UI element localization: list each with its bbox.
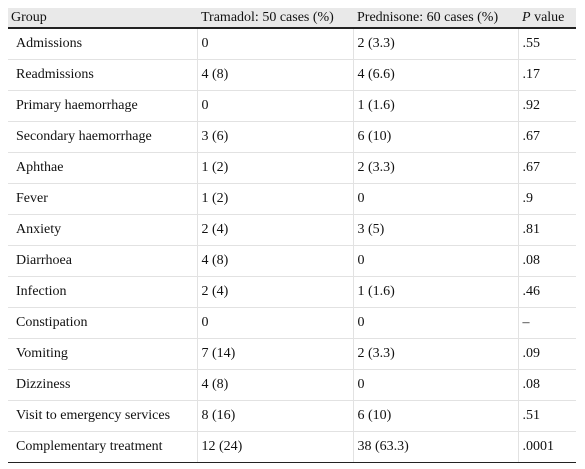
cell-tramadol: 1 (2) xyxy=(197,152,354,184)
cell-p-value: .08 xyxy=(518,245,576,277)
cell-prednisone: 4 (6.6) xyxy=(353,59,519,91)
cell-prednisone: 0 xyxy=(353,245,519,277)
cell-tramadol: 4 (8) xyxy=(197,59,354,91)
header-p-suffix: value xyxy=(530,9,565,25)
cell-p-value: .81 xyxy=(518,214,576,246)
table-row: Aphthae 1 (2) 2 (3.3) .67 xyxy=(8,152,576,184)
header-group: Group xyxy=(8,8,197,29)
cell-prednisone: 0 xyxy=(353,183,519,215)
cell-tramadol: 7 (14) xyxy=(197,338,354,370)
cell-group: Readmissions xyxy=(8,59,198,91)
table-row: Readmissions 4 (8) 4 (6.6) .17 xyxy=(8,59,576,91)
cell-group: Secondary haemorrhage xyxy=(8,121,198,153)
cell-prednisone: 1 (1.6) xyxy=(353,90,519,122)
cell-group: Admissions xyxy=(8,28,198,60)
cell-tramadol: 4 (8) xyxy=(197,369,354,401)
cell-group: Diarrhoea xyxy=(8,245,198,277)
cell-tramadol: 2 (4) xyxy=(197,276,354,308)
complications-table: Group Tramadol: 50 cases (%) Prednisone:… xyxy=(8,8,576,463)
table-row: Diarrhoea 4 (8) 0.08 xyxy=(8,245,576,277)
table-row: Secondary haemorrhage 3 (6) 6 (10) .67 xyxy=(8,121,576,153)
cell-p-value: .17 xyxy=(518,59,576,91)
table-header: Group Tramadol: 50 cases (%) Prednisone:… xyxy=(8,8,576,29)
cell-p-value: .9 xyxy=(518,183,576,215)
cell-p-value: .08 xyxy=(518,369,576,401)
table-row: Anxiety 2 (4) 3 (5) .81 xyxy=(8,214,576,246)
cell-p-value: .67 xyxy=(518,121,576,153)
cell-p-value: .51 xyxy=(518,400,576,432)
table-row: Admissions 0 2 (3.3) .55 xyxy=(8,28,576,60)
cell-group: Infection xyxy=(8,276,198,308)
cell-prednisone: 6 (10) xyxy=(353,400,519,432)
table-container: Group Tramadol: 50 cases (%) Prednisone:… xyxy=(8,8,576,463)
cell-p-value: .92 xyxy=(518,90,576,122)
cell-tramadol: 2 (4) xyxy=(197,214,354,246)
table-row: Visit to emergency services 8 (16) 6 (10).… xyxy=(8,400,576,432)
cell-prednisone: 2 (3.3) xyxy=(353,28,519,60)
table-row: Fever 1 (2) 0.9 xyxy=(8,183,576,215)
cell-p-value: .67 xyxy=(518,152,576,184)
cell-group: Dizziness xyxy=(8,369,198,401)
cell-group: Primary haemorrhage xyxy=(8,90,198,122)
cell-prednisone: 3 (5) xyxy=(353,214,519,246)
cell-group: Constipation xyxy=(8,307,198,339)
cell-tramadol: 8 (16) xyxy=(197,400,354,432)
cell-prednisone: 6 (10) xyxy=(353,121,519,153)
cell-group: Fever xyxy=(8,183,198,215)
cell-tramadol: 12 (24) xyxy=(197,431,354,463)
header-prednisone: Prednisone: 60 cases (%) xyxy=(353,8,518,29)
cell-group: Vomiting xyxy=(8,338,198,370)
table-row: Primary haemorrhage 0 1 (1.6) .92 xyxy=(8,90,576,122)
table-row: Vomiting 7 (14) 2 (3.3) .09 xyxy=(8,338,576,370)
table-row: Infection 2 (4) 1 (1.6) .46 xyxy=(8,276,576,308)
cell-prednisone: 0 xyxy=(353,307,519,339)
table-row: Complementary treatment 12 (24) 38 (63.3).… xyxy=(8,431,576,463)
header-p-letter: P xyxy=(522,9,531,25)
header-p-value: P value xyxy=(518,8,576,29)
header-tramadol: Tramadol: 50 cases (%) xyxy=(197,8,353,29)
table-row: Constipation 0 0– xyxy=(8,307,576,339)
cell-group: Complementary treatment xyxy=(8,431,198,463)
cell-tramadol: 0 xyxy=(197,307,354,339)
cell-prednisone: 2 (3.3) xyxy=(353,152,519,184)
cell-prednisone: 2 (3.3) xyxy=(353,338,519,370)
cell-p-value: – xyxy=(518,307,576,339)
cell-p-value: .0001 xyxy=(518,431,576,463)
cell-tramadol: 0 xyxy=(197,90,354,122)
table-row: Dizziness 4 (8) 0.08 xyxy=(8,369,576,401)
cell-p-value: .46 xyxy=(518,276,576,308)
cell-prednisone: 38 (63.3) xyxy=(353,431,519,463)
cell-prednisone: 0 xyxy=(353,369,519,401)
table-body: Admissions 0 2 (3.3) .55 Readmissions 4 (8) 4 … xyxy=(8,28,576,463)
cell-group: Aphthae xyxy=(8,152,198,184)
cell-prednisone: 1 (1.6) xyxy=(353,276,519,308)
cell-p-value: .09 xyxy=(518,338,576,370)
cell-tramadol: 3 (6) xyxy=(197,121,354,153)
cell-tramadol: 4 (8) xyxy=(197,245,354,277)
cell-tramadol: 1 (2) xyxy=(197,183,354,215)
header-row: Group Tramadol: 50 cases (%) Prednisone:… xyxy=(8,8,576,29)
cell-tramadol: 0 xyxy=(197,28,354,60)
cell-group: Visit to emergency services xyxy=(8,400,198,432)
cell-group: Anxiety xyxy=(8,214,198,246)
cell-p-value: .55 xyxy=(518,28,576,60)
